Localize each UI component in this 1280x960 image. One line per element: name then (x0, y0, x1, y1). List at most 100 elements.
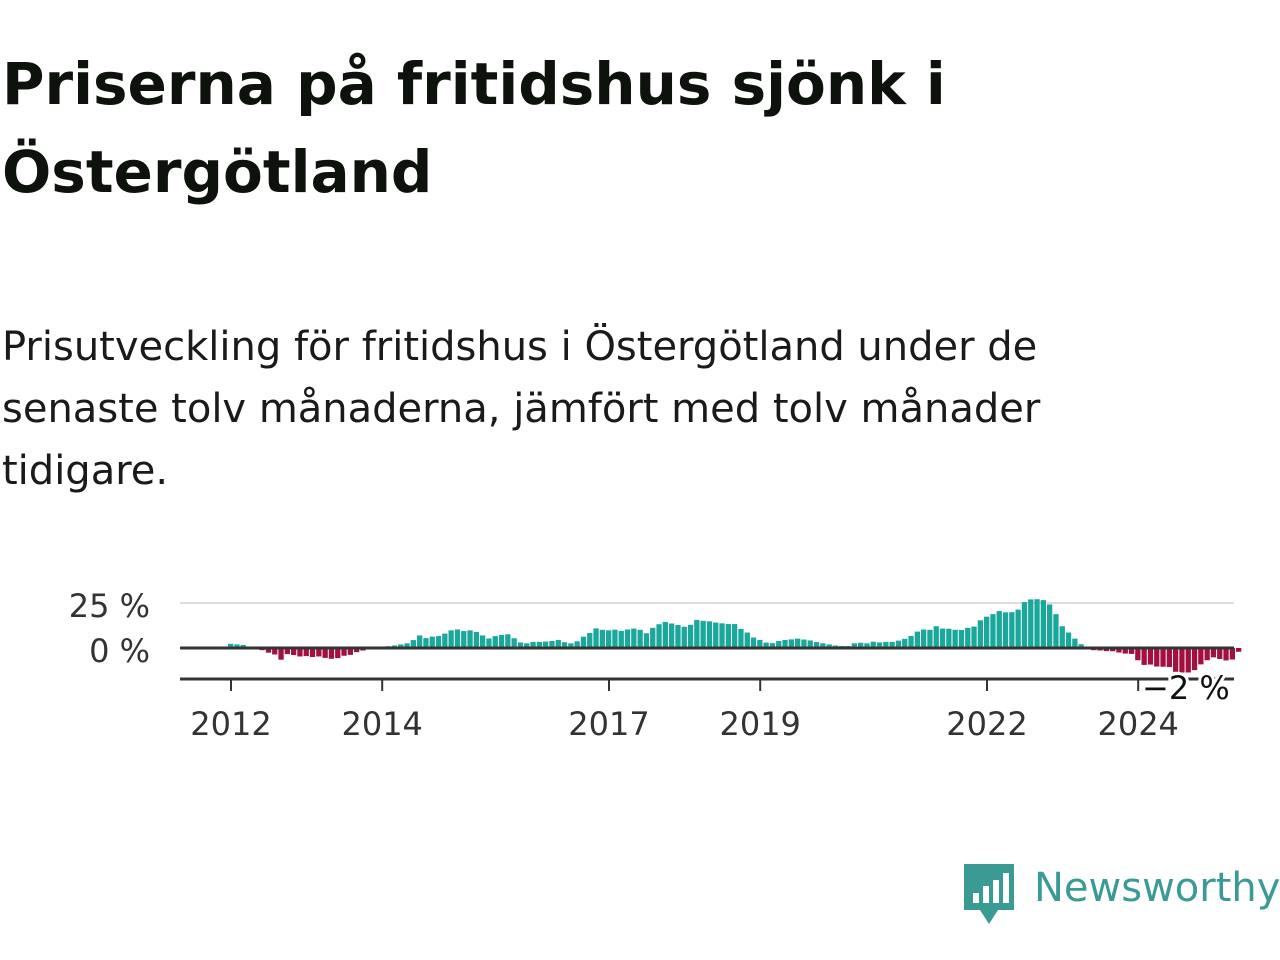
bar (870, 641, 876, 648)
bar (1135, 648, 1141, 661)
bar (1059, 626, 1065, 648)
bar (662, 621, 668, 648)
bar (492, 636, 498, 648)
bar (574, 641, 580, 648)
bar (599, 629, 605, 648)
bar (725, 624, 731, 648)
bar (1009, 612, 1015, 648)
bar (788, 639, 794, 648)
bar (480, 635, 486, 648)
bar (240, 644, 246, 648)
bar (303, 648, 309, 657)
bar (1198, 648, 1204, 665)
bar (347, 648, 353, 655)
y-tick-label: 25 % (69, 587, 150, 625)
bar (750, 637, 757, 648)
last-value-label: −2 % (1142, 669, 1230, 707)
x-tick-label: 2017 (568, 705, 649, 743)
bar (297, 648, 303, 657)
bar (687, 624, 694, 648)
bar (826, 644, 832, 648)
bar (593, 628, 599, 648)
bar (1110, 648, 1116, 652)
y-tick-label: 0 % (89, 632, 150, 670)
bar (889, 641, 895, 648)
bar (410, 640, 416, 648)
bar (587, 633, 593, 648)
bar (442, 633, 448, 648)
bar (650, 627, 656, 648)
bar (681, 626, 687, 648)
bar (265, 648, 272, 653)
labels: 25 % 0 % 2012 2014 2017 2019 2022 2024−2 % (69, 587, 1233, 743)
bar (1141, 648, 1147, 665)
bar (316, 648, 322, 657)
bar (284, 648, 290, 655)
bar (1002, 612, 1009, 648)
x-tick-label: 2024 (1097, 705, 1178, 743)
bar (1204, 648, 1210, 661)
bar (801, 639, 807, 648)
bar (606, 630, 612, 648)
bar (713, 622, 719, 648)
bar (1034, 599, 1040, 648)
bar (404, 643, 410, 648)
bar (1116, 648, 1122, 653)
bars (228, 599, 1242, 673)
bar (958, 630, 965, 648)
x-tick-label: 2014 (341, 705, 422, 743)
bar (454, 629, 461, 648)
bar (1021, 602, 1028, 648)
bar (1179, 648, 1185, 673)
bar (719, 623, 725, 648)
bar (429, 636, 435, 648)
bar (549, 640, 555, 648)
bar (1229, 648, 1235, 660)
bar (524, 643, 530, 648)
bar (486, 638, 492, 648)
newsworthy-logo: Newsworthy (964, 864, 1280, 928)
bar (1236, 648, 1242, 652)
bar (278, 648, 284, 660)
bar (700, 620, 706, 648)
bar (984, 616, 990, 648)
bar (1160, 648, 1166, 667)
bar (858, 642, 864, 648)
bar (732, 624, 738, 648)
bar (637, 629, 643, 648)
bar (1078, 644, 1084, 648)
bar (1128, 648, 1135, 654)
bar (417, 635, 423, 648)
bar (272, 648, 278, 655)
bar (763, 642, 769, 648)
bar (883, 641, 889, 648)
bar (643, 633, 650, 648)
bar (228, 643, 234, 648)
bar (448, 630, 454, 648)
bar (1217, 648, 1223, 659)
bar (996, 611, 1002, 648)
bar (1166, 648, 1172, 668)
bar (782, 639, 788, 648)
bar (335, 648, 341, 659)
bar (1103, 648, 1109, 652)
bar (517, 642, 524, 648)
bar (965, 627, 971, 648)
bar (461, 631, 467, 648)
x-tick-label: 2019 (719, 705, 800, 743)
bar (1053, 614, 1059, 648)
newsworthy-logo-icon (964, 864, 1014, 924)
bar (423, 638, 429, 648)
bar (1122, 648, 1128, 654)
bar (1173, 648, 1179, 672)
bar (1065, 632, 1072, 648)
bar (971, 626, 977, 648)
bar (776, 640, 782, 648)
bar (1015, 609, 1021, 648)
bar (851, 643, 857, 648)
bar (876, 642, 883, 648)
bar (977, 620, 983, 648)
bar (952, 629, 958, 648)
bar (1147, 648, 1154, 665)
bar (341, 648, 347, 656)
